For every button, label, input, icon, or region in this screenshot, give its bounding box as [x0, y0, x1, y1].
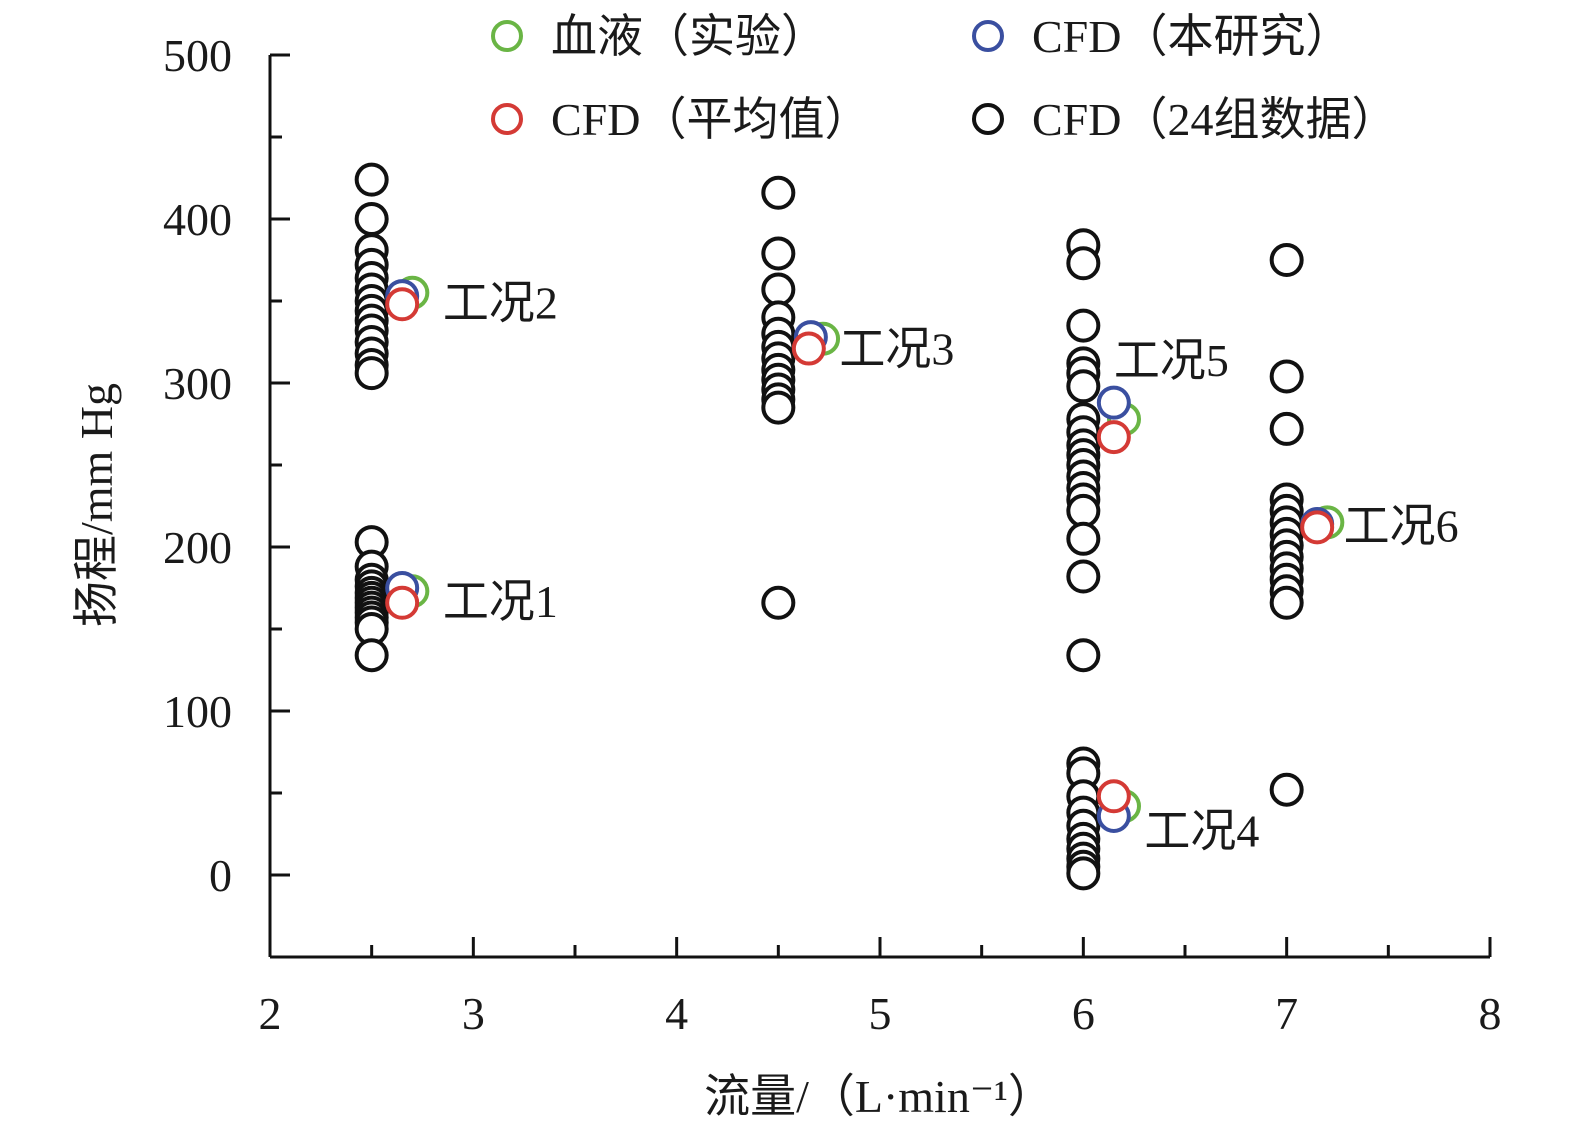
- data-point: [1066, 638, 1101, 673]
- data-point: [761, 272, 796, 307]
- legend-marker: [972, 20, 1004, 52]
- y-tick-label: 500: [163, 30, 232, 81]
- annotations: 工况1 工况2 工况3 工况4 工况5 工况6: [443, 278, 1459, 857]
- annotation-label: 工况3: [839, 324, 954, 375]
- data-point: [354, 202, 389, 236]
- axes: 0 100 200 300 400 500 2 3 4 5 6 7 8: [163, 30, 1502, 1039]
- x-tick-label: 8: [1479, 988, 1502, 1039]
- legend-marker: [491, 20, 523, 52]
- y-tick-label: 0: [209, 850, 232, 901]
- data-point: [1066, 521, 1101, 556]
- x-tick-label: 7: [1275, 988, 1298, 1039]
- data-point: [1269, 359, 1304, 394]
- data-point: [354, 162, 389, 197]
- x-tick-label: 5: [869, 988, 892, 1039]
- legend-label: CFD（本研究）: [1032, 11, 1351, 62]
- data-point: [1269, 243, 1304, 277]
- data-point: [1066, 369, 1101, 404]
- x-tick-label: 6: [1072, 988, 1095, 1039]
- legend-label: CFD（24组数据）: [1032, 94, 1397, 145]
- data-point: [1066, 559, 1101, 594]
- x-axis-title: 流量/（L·min⁻¹）: [704, 1071, 1054, 1122]
- legend-marker: [491, 103, 523, 135]
- legend: 血液（实验） CFD（本研究） CFD（平均值） CFD（24组数据）: [491, 11, 1397, 145]
- data-point: [1066, 856, 1101, 891]
- data-point: [1269, 411, 1304, 446]
- annotation-label: 工况2: [443, 278, 558, 329]
- data-point: [1300, 510, 1335, 545]
- legend-label: CFD（平均值）: [551, 94, 870, 145]
- x-tick-label: 3: [462, 988, 485, 1039]
- data-point: [1096, 385, 1131, 420]
- data-point: [354, 638, 389, 673]
- data-point: [761, 236, 796, 271]
- y-tick-label: 300: [163, 358, 232, 409]
- annotation-label: 工况4: [1144, 806, 1259, 857]
- data-point: [1066, 246, 1101, 281]
- data-point: [385, 585, 420, 620]
- data-point: [761, 585, 796, 620]
- x-tick-label: 2: [259, 988, 282, 1039]
- data-point: [1096, 779, 1131, 814]
- data-point: [791, 331, 826, 366]
- data-point: [1269, 772, 1304, 807]
- data-point: [761, 175, 796, 210]
- data-point: [385, 287, 420, 322]
- legend-marker: [972, 103, 1004, 135]
- legend-label: 血液（实验）: [551, 11, 827, 62]
- y-axis-title: 扬程/mm Hg: [71, 383, 122, 627]
- annotation-label: 工况6: [1344, 501, 1459, 552]
- data-point: [761, 390, 796, 425]
- data-points: [354, 162, 1345, 891]
- y-tick-label: 400: [163, 194, 232, 245]
- data-point: [1269, 585, 1304, 620]
- annotation-label: 工况5: [1114, 335, 1229, 386]
- data-point: [1096, 420, 1131, 455]
- data-point: [354, 356, 389, 391]
- annotation-label: 工况1: [443, 576, 558, 627]
- y-tick-label: 100: [163, 686, 232, 737]
- x-tick-label: 4: [665, 988, 688, 1039]
- data-point: [1066, 493, 1101, 528]
- y-tick-label: 200: [163, 522, 232, 573]
- data-point: [1066, 308, 1101, 343]
